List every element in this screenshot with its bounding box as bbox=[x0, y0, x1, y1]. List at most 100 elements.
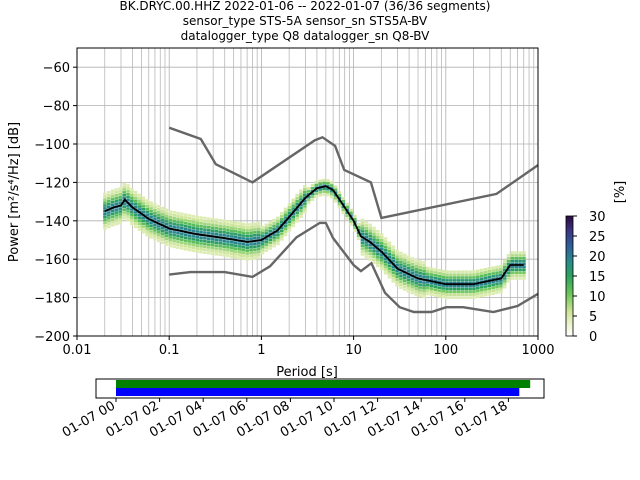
heatmap-cell bbox=[249, 234, 253, 238]
heatmap-cell bbox=[464, 276, 469, 279]
heatmap-cell bbox=[130, 211, 134, 214]
heatmap-cell bbox=[383, 243, 388, 246]
heatmap-cell bbox=[145, 204, 150, 208]
heatmap-cell bbox=[395, 272, 399, 276]
heatmap-cell bbox=[237, 253, 242, 257]
heatmap-cell bbox=[137, 222, 142, 226]
noise-models bbox=[168, 126, 539, 314]
heatmap-cell bbox=[118, 221, 123, 225]
heatmap-cell bbox=[522, 251, 526, 254]
heatmap-cell bbox=[114, 211, 119, 214]
heatmap-cell bbox=[487, 287, 492, 290]
heatmap-cell bbox=[187, 219, 192, 223]
heatmap-cell bbox=[495, 288, 499, 292]
heatmap-cell bbox=[191, 238, 196, 241]
heatmap-cell bbox=[256, 227, 261, 231]
heatmap-cell bbox=[449, 282, 453, 285]
heatmap-cell bbox=[376, 261, 380, 265]
heatmap-cell bbox=[306, 198, 311, 202]
heatmap-cell bbox=[422, 272, 426, 276]
heatmap-cell bbox=[341, 199, 346, 203]
heatmap-cell bbox=[410, 257, 415, 260]
heatmap-cell bbox=[268, 244, 273, 247]
heatmap-cell bbox=[402, 282, 407, 285]
heatmap-cell bbox=[368, 255, 372, 258]
heatmap-cell bbox=[495, 282, 499, 286]
heatmap-cell bbox=[149, 210, 153, 213]
heatmap-cell bbox=[137, 205, 142, 208]
heatmap-cell bbox=[506, 274, 511, 277]
heatmap-cell bbox=[218, 221, 223, 225]
heatmap-cell bbox=[183, 239, 188, 242]
heatmap-cell bbox=[126, 215, 130, 219]
heatmap-cell bbox=[214, 229, 219, 233]
heatmap-cell bbox=[256, 242, 261, 245]
heatmap-cell bbox=[130, 196, 134, 200]
heatmap-cell bbox=[103, 218, 107, 222]
heatmap-cell bbox=[406, 266, 411, 270]
heatmap-cell bbox=[499, 279, 503, 282]
heatmap-cell bbox=[310, 184, 315, 187]
heatmap-cell bbox=[249, 231, 253, 235]
heatmap-cell bbox=[502, 268, 507, 272]
heatmap-cell bbox=[337, 205, 342, 209]
heatmap-cell bbox=[360, 253, 365, 256]
heatmap-cell bbox=[456, 290, 461, 294]
heatmap-cell bbox=[218, 224, 223, 228]
heatmap-cell bbox=[249, 228, 253, 232]
heatmap-cell bbox=[160, 241, 165, 244]
heatmap-cell bbox=[356, 237, 361, 241]
heatmap-cell bbox=[391, 251, 396, 254]
heatmap-cell bbox=[502, 282, 507, 286]
heatmap-cell bbox=[164, 223, 169, 226]
heatmap-cell bbox=[245, 257, 249, 261]
heatmap-cell bbox=[137, 225, 142, 229]
heatmap-cell bbox=[399, 251, 403, 255]
heatmap-cell bbox=[376, 244, 380, 247]
heatmap-cell bbox=[303, 199, 307, 202]
y-tick-label: −80 bbox=[43, 100, 70, 115]
heatmap-cell bbox=[452, 282, 457, 285]
heatmap-cell bbox=[337, 194, 342, 197]
heatmap-cell bbox=[130, 213, 134, 217]
heatmap-cell bbox=[237, 222, 242, 225]
heatmap-cell bbox=[318, 179, 323, 183]
heatmap-cell bbox=[291, 215, 296, 219]
heatmap-cell bbox=[210, 249, 215, 253]
heatmap-cell bbox=[341, 211, 346, 215]
heatmap-cell bbox=[379, 261, 384, 265]
heatmap-cell bbox=[518, 268, 522, 272]
heatmap-cell bbox=[237, 256, 242, 260]
heatmap-cell bbox=[299, 206, 303, 210]
heatmap-cell bbox=[283, 227, 288, 231]
heatmap-cell bbox=[475, 284, 480, 287]
heatmap-cell bbox=[303, 190, 307, 194]
heatmap-cell bbox=[264, 229, 269, 232]
heatmap-cell bbox=[272, 221, 276, 225]
heatmap-cell bbox=[249, 225, 253, 229]
heatmap-cell bbox=[122, 214, 126, 217]
heatmap-cell bbox=[114, 199, 119, 203]
heatmap-cell bbox=[383, 245, 388, 249]
heatmap-cell bbox=[268, 238, 273, 242]
heatmap-cell bbox=[126, 204, 130, 207]
heatmap-cell bbox=[260, 248, 265, 252]
heatmap-cell bbox=[133, 214, 138, 217]
heatmap-cell bbox=[495, 265, 499, 269]
heatmap-cell bbox=[368, 232, 372, 235]
heatmap-cell bbox=[306, 187, 311, 190]
heatmap-cell bbox=[472, 290, 476, 294]
heatmap-cell bbox=[445, 270, 449, 274]
heatmap-cell bbox=[510, 271, 515, 275]
heatmap-cell bbox=[203, 236, 207, 240]
heatmap-cell bbox=[210, 229, 215, 233]
heatmap-cell bbox=[164, 243, 169, 246]
heatmap-cell bbox=[214, 232, 219, 236]
heatmap-cell bbox=[433, 282, 438, 286]
heatmap-cell bbox=[287, 223, 292, 226]
heatmap-cell bbox=[499, 282, 503, 285]
heatmap-cell bbox=[130, 222, 134, 226]
heatmap-cell bbox=[414, 293, 419, 297]
